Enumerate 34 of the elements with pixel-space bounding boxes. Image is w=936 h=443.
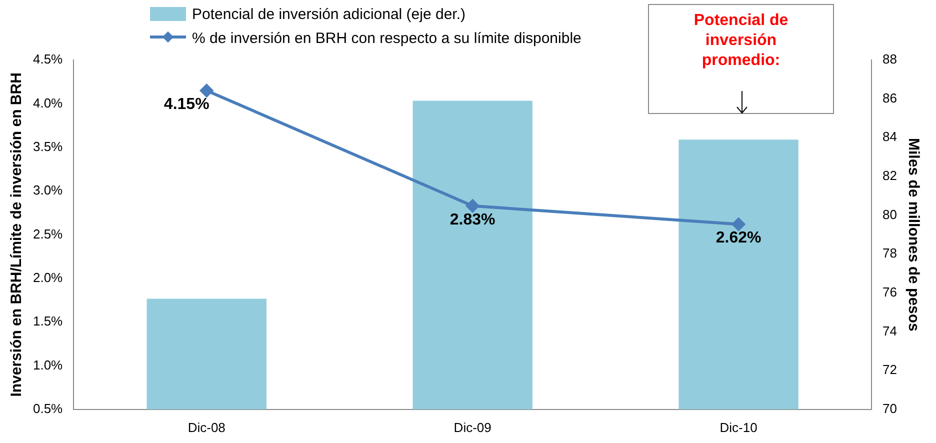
x-tick-label: Dic-10 xyxy=(720,420,758,435)
y-tick-label: 3.5% xyxy=(32,138,64,154)
y2-tick-label: 88 xyxy=(882,52,898,67)
y-tick-label: 3.0% xyxy=(32,182,64,198)
y2-tick-label: 84 xyxy=(882,129,898,144)
x-tick-label: Dic-09 xyxy=(454,420,492,435)
x-tick-label: Dic-08 xyxy=(188,420,226,435)
y-tick-label: 1.5% xyxy=(32,314,64,329)
y2-tick-label: 72 xyxy=(882,362,898,378)
y2-tick-label: 74 xyxy=(882,323,898,338)
y-tick-label: 0.5% xyxy=(32,400,64,416)
y-tick-label: 4.0% xyxy=(32,95,64,110)
legend-label: Potencial de inversión adicional (eje der.) xyxy=(192,6,466,22)
y-tick-label: 2.0% xyxy=(32,270,64,285)
y-tick-label: 1.0% xyxy=(32,357,64,372)
data-label: 2.62% xyxy=(716,230,762,247)
y2-tick-label: 70 xyxy=(882,400,898,416)
annotation: Potencial de inversión promedio: xyxy=(692,11,790,71)
point xyxy=(732,218,746,231)
data-label: 4.15% xyxy=(164,96,210,113)
y2-tick-label: 86 xyxy=(882,90,898,106)
y-tick-label: 2.5% xyxy=(32,226,64,242)
y2-tick-label: 80 xyxy=(882,206,898,222)
point xyxy=(200,84,214,98)
y2-tick-label: 78 xyxy=(882,246,898,261)
y-axis-title: Inversión en BRH/Límite de inversión en BRH xyxy=(8,72,26,397)
point xyxy=(466,199,480,212)
y2-axis-title: Miles de millones de pesos xyxy=(904,138,922,332)
y2-tick-label: 76 xyxy=(882,284,898,300)
legend-label: % de inversión en BRH con respecto a su límite disponible xyxy=(192,30,582,46)
data-label: 2.83% xyxy=(450,211,496,228)
y2-tick-label: 82 xyxy=(882,168,898,184)
y-tick-label: 4.5% xyxy=(32,52,64,67)
callout-box: Potencial de inversión promedio: xyxy=(648,4,834,114)
